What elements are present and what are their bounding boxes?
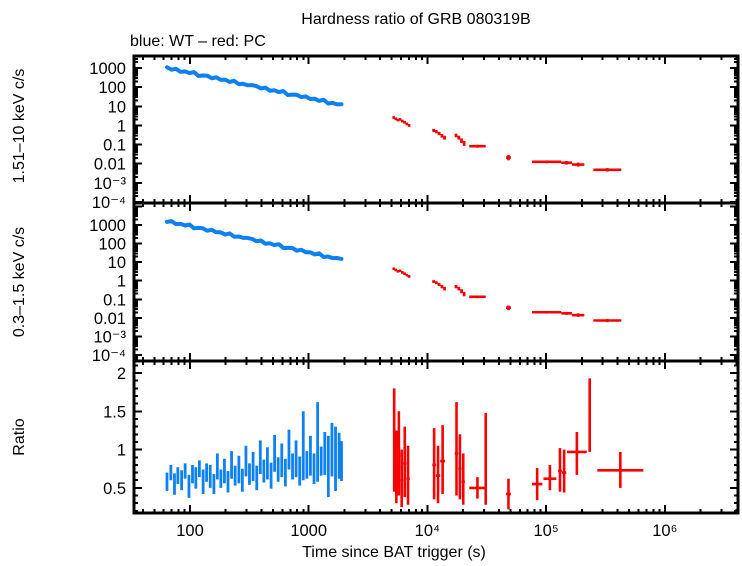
y-tick-label: 0.01 <box>94 310 126 328</box>
y-tick-label: 10⁻⁴ <box>92 194 126 212</box>
plot-border <box>132 54 740 515</box>
y-tick-label: 100 <box>98 236 126 254</box>
y-tick-label: 10 <box>108 254 126 272</box>
y-tick-label: 0.01 <box>94 156 126 174</box>
axes-frame <box>132 54 740 515</box>
x-axis-label: Time since BAT trigger (s) <box>302 544 486 561</box>
data-series-layer <box>165 65 644 510</box>
y-tick-label: 10⁻³ <box>93 328 126 346</box>
y-axis-label-soft-band: 0.3–1.5 keV c/s <box>11 227 28 337</box>
x-tick-label: 10⁵ <box>533 522 558 540</box>
y-tick-label: 100 <box>98 79 126 97</box>
y-tick-label: 1 <box>117 442 126 460</box>
y-tick-label: 0.1 <box>103 291 126 309</box>
y-axis-label-ratio: Ratio <box>11 418 28 455</box>
axis-tick-labels: 100 1000 10⁴ 10⁵ 10⁶10001001010.10.0110⁻³10⁻… <box>89 60 677 540</box>
plot-title: Hardness ratio of GRB 080319B <box>301 11 530 28</box>
y-tick-label: 10⁻³ <box>93 175 126 193</box>
y-tick-label: 1 <box>117 273 126 291</box>
series-wt-hard <box>165 65 344 107</box>
y-tick-label: 10 <box>108 98 126 116</box>
y-tick-label: 2 <box>117 365 126 383</box>
y-tick-label: 0.5 <box>103 480 126 498</box>
x-tick-label: 10⁴ <box>415 522 440 540</box>
y-axis-label-hard-band: 1.51–10 keV c/s <box>11 69 28 184</box>
axis-ticks <box>134 55 738 513</box>
y-tick-label: 1000 <box>89 60 126 78</box>
y-tick-label: 10⁻⁴ <box>92 347 126 365</box>
series-wt-soft <box>165 219 344 261</box>
y-tick-label: 1 <box>117 117 126 135</box>
x-tick-label: 100 <box>176 522 204 540</box>
y-tick-label: 1000 <box>89 217 126 235</box>
x-tick-label: 10⁶ <box>652 522 677 540</box>
y-tick-label: 1.5 <box>103 403 126 421</box>
x-tick-label: 1000 <box>290 522 327 540</box>
y-tick-label: 0.1 <box>103 137 126 155</box>
plot-subtitle: blue: WT – red: PC <box>130 33 266 50</box>
